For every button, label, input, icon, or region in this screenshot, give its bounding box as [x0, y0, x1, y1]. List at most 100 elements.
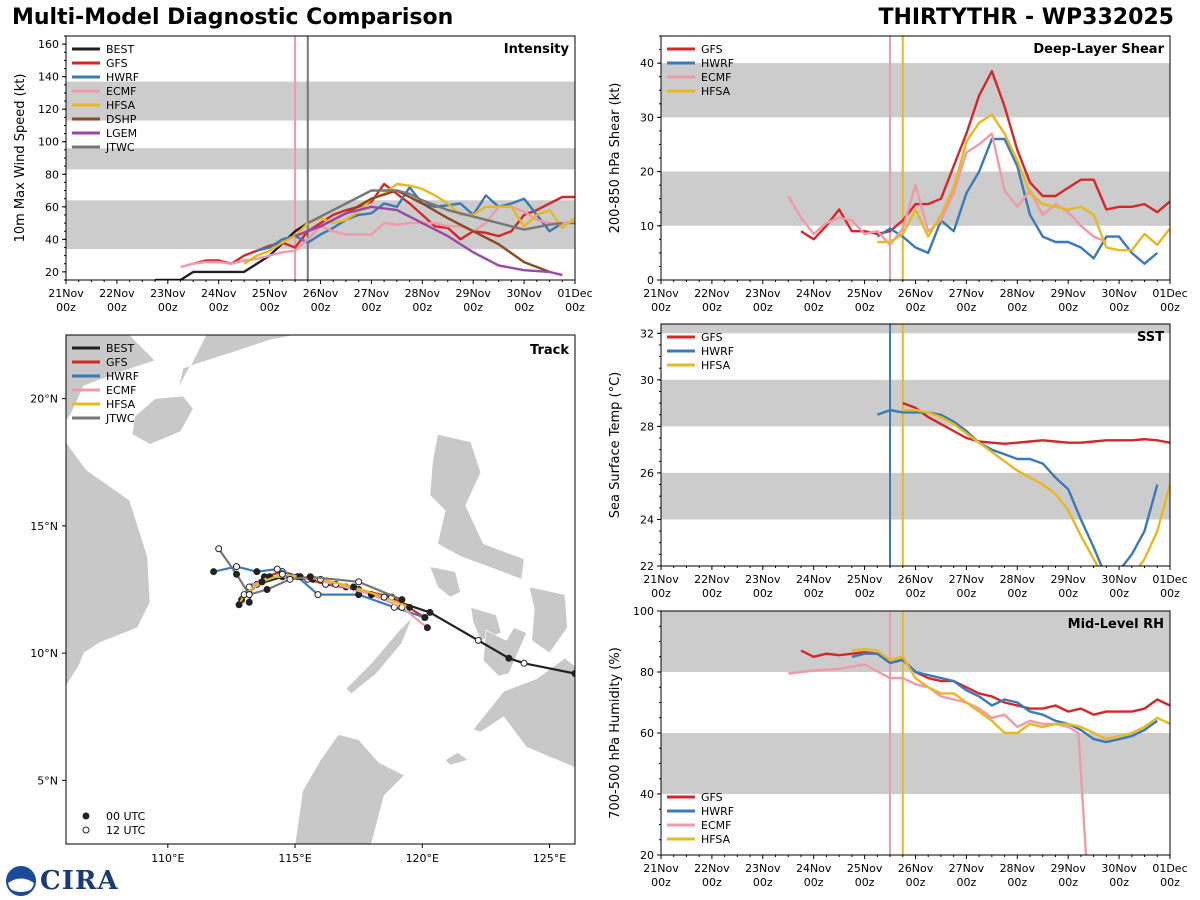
rh-legend-label: HWRF	[701, 805, 734, 818]
intensity-xtick-date: 23Nov	[150, 287, 186, 300]
intensity-ytick-label: 80	[45, 168, 59, 181]
intensity-xtick-date: 25Nov	[252, 287, 288, 300]
track-point-jtwc	[263, 586, 271, 593]
sst-xtick-hour: 00z	[804, 587, 824, 600]
chart-title: Multi-Model Diagnostic Comparison	[12, 5, 454, 30]
sst-band-1	[661, 379, 1170, 427]
intensity-legend-label: DSHP	[106, 113, 137, 126]
shear-xtick-hour: 00z	[906, 301, 926, 314]
sst-xtick-hour: 00z	[1109, 587, 1129, 600]
shear-xtick-hour: 00z	[957, 301, 977, 314]
land-china-coast	[177, 335, 296, 389]
sst-xtick-hour: 00z	[906, 587, 926, 600]
shear-xtick-hour: 00z	[651, 301, 671, 314]
intensity-xtick-date: 26Nov	[303, 287, 339, 300]
intensity-xtick-hour: 00z	[514, 301, 534, 314]
rh-ytick-label: 80	[640, 666, 654, 679]
track-point-hwrf	[421, 613, 429, 621]
rh-xtick-date: 26Nov	[898, 862, 934, 875]
intensity-xtick-hour: 00z	[209, 301, 229, 314]
track-point-hfsa	[380, 593, 388, 601]
shear-xtick-date: 22Nov	[694, 287, 730, 300]
intensity-xtick-hour: 00z	[565, 301, 585, 314]
track-xtick-label: 110°E	[151, 852, 184, 865]
intensity-ytick-label: 140	[38, 71, 59, 84]
track-map	[66, 335, 575, 844]
track-ytick-label: 10°N	[30, 647, 58, 660]
sst-xtick-date: 28Nov	[1000, 573, 1036, 586]
sst-series	[876, 401, 1170, 566]
intensity-line-hfsa	[243, 182, 575, 265]
intensity-legend-label: HFSA	[106, 99, 136, 112]
intensity-ytick-label: 20	[45, 266, 59, 279]
logo-text: CIRA	[40, 866, 119, 896]
rh-ytick-label: 40	[640, 788, 654, 801]
intensity-xtick-hour: 00z	[158, 301, 178, 314]
rh-xtick-hour: 00z	[1007, 876, 1027, 889]
shear-legend-label: GFS	[701, 43, 723, 56]
track-point-best	[426, 608, 434, 616]
rh-xtick-hour: 00z	[906, 876, 926, 889]
intensity-line-lgem	[294, 205, 563, 277]
land-indochina	[66, 335, 156, 692]
sst-xtick-hour: 00z	[1058, 587, 1078, 600]
track-xtick-label: 125°E	[533, 852, 566, 865]
track-marker-legend-symbol	[82, 826, 90, 834]
track-legend-label: BEST	[106, 342, 134, 355]
rh-xtick-date: 21Nov	[643, 862, 679, 875]
track-point-best	[520, 659, 528, 667]
intensity-xtick-hour: 00z	[412, 301, 432, 314]
intensity-xtick-date: 21Nov	[48, 287, 84, 300]
shear-xtick-hour: 00z	[1058, 301, 1078, 314]
sst-xtick-date: 30Nov	[1101, 573, 1137, 586]
intensity-xtick-hour: 00z	[260, 301, 280, 314]
intensity-xtick-date: 24Nov	[201, 287, 237, 300]
shear-panel: 01020304021Nov00z22Nov00z23Nov00z24Nov00…	[608, 35, 1188, 314]
track-marker-legend-label: 12 UTC	[106, 824, 146, 837]
land-samar-leyte	[528, 586, 568, 654]
sst-ytick-label: 32	[640, 327, 654, 340]
rh-line-hfsa	[851, 647, 1170, 741]
storm-title: THIRTYTHR - WP332025	[878, 5, 1174, 30]
track-ytick-label: 5°N	[37, 774, 58, 787]
shear-xtick-hour: 00z	[855, 301, 875, 314]
shear-xtick-hour: 00z	[1160, 301, 1180, 314]
track-point-jtwc	[215, 545, 223, 553]
shear-xtick-hour: 00z	[753, 301, 773, 314]
rh-band-0	[661, 733, 1170, 794]
intensity-ytick-label: 40	[45, 233, 59, 246]
sst-xtick-date: 01Dec	[1152, 573, 1187, 586]
rh-xtick-date: 29Nov	[1050, 862, 1086, 875]
track-point-hfsa	[350, 583, 358, 591]
intensity-xtick-hour: 00z	[107, 301, 127, 314]
shear-legend-label: ECMF	[701, 71, 731, 84]
sst-xtick-hour: 00z	[1007, 587, 1027, 600]
sst-band-0	[661, 472, 1170, 520]
rh-legend-label: GFS	[701, 791, 723, 804]
intensity-xtick-hour: 00z	[362, 301, 382, 314]
intensity-title: Intensity	[504, 42, 570, 57]
sst-ytick-label: 28	[640, 420, 654, 433]
sst-xtick-date: 27Nov	[949, 573, 985, 586]
sst-band-2	[661, 324, 1170, 334]
shear-line-hwrf	[876, 137, 1159, 265]
intensity-legend-label: ECMF	[106, 85, 136, 98]
intensity-xtick-hour: 00z	[463, 301, 483, 314]
intensity-xtick-date: 30Nov	[506, 287, 542, 300]
land-palawan	[345, 617, 413, 695]
track-line-best	[256, 575, 575, 675]
shear-xtick-date: 24Nov	[796, 287, 832, 300]
track-point-hfsa	[406, 603, 414, 611]
track-xtick-label: 115°E	[278, 852, 311, 865]
shear-xtick-date: 28Nov	[1000, 287, 1036, 300]
sst-xtick-hour: 00z	[651, 587, 671, 600]
intensity-legend-label: JTWC	[105, 141, 135, 154]
shear-ytick-label: 10	[640, 220, 654, 233]
sst-xtick-hour: 00z	[702, 587, 722, 600]
sst-xtick-hour: 00z	[957, 587, 977, 600]
intensity-band-2	[66, 81, 575, 121]
sst-xtick-date: 22Nov	[694, 573, 730, 586]
intensity-ytick-label: 160	[38, 38, 59, 51]
sst-ytick-label: 26	[640, 467, 654, 480]
rh-xtick-hour: 00z	[651, 876, 671, 889]
